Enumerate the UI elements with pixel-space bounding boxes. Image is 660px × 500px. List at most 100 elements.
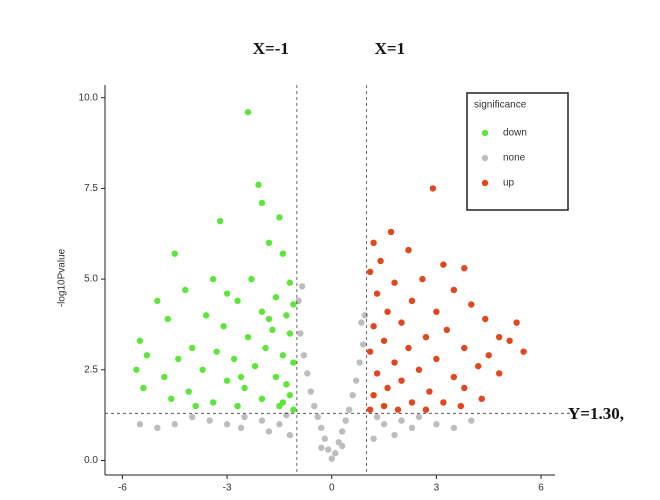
point [380, 421, 388, 428]
point [366, 406, 374, 413]
point [380, 337, 388, 344]
point [380, 402, 388, 410]
point [237, 373, 245, 381]
point [286, 330, 294, 337]
point [202, 312, 210, 319]
point [175, 355, 182, 363]
point [199, 366, 206, 373]
point [408, 399, 416, 406]
point [290, 359, 297, 366]
point [283, 312, 290, 319]
point [223, 421, 231, 428]
point [272, 373, 280, 381]
x-tick-label: 3 [434, 483, 440, 494]
point [206, 417, 213, 424]
point [478, 395, 485, 403]
point [366, 268, 374, 276]
point [359, 341, 367, 348]
y-tick-label: 7.5 [84, 183, 98, 194]
point [258, 417, 266, 424]
y-tick-label: 10.0 [79, 92, 99, 103]
point [468, 417, 475, 424]
point [300, 352, 308, 359]
point [398, 377, 405, 384]
point [171, 421, 178, 428]
point [377, 257, 384, 265]
point [258, 199, 266, 207]
point [279, 250, 287, 257]
point [339, 428, 346, 435]
point [366, 348, 374, 355]
point [248, 275, 255, 283]
point [384, 384, 391, 392]
point [370, 323, 377, 330]
point [143, 352, 151, 359]
point [461, 344, 468, 352]
point [164, 315, 171, 323]
point [314, 413, 321, 421]
y-tick-label: 0.0 [84, 455, 98, 466]
point [398, 417, 405, 424]
legend-label: down [503, 128, 527, 139]
point [321, 435, 328, 442]
point [279, 399, 287, 406]
point [230, 355, 238, 363]
point [171, 250, 178, 257]
point [262, 344, 269, 352]
point [237, 424, 245, 432]
point [189, 413, 196, 421]
point [298, 283, 306, 290]
point [136, 421, 144, 428]
point [307, 388, 315, 395]
legend-box [466, 92, 569, 211]
y-tick-label: 5.0 [84, 274, 98, 285]
point [443, 326, 451, 334]
point [461, 384, 468, 392]
point [286, 431, 294, 439]
legend-marker [481, 179, 489, 187]
point [279, 352, 287, 359]
point [433, 421, 440, 428]
point [234, 402, 241, 410]
y-axis-label: -log10Pvalue [57, 248, 68, 307]
point [154, 424, 161, 432]
point [304, 370, 311, 377]
point [450, 373, 458, 381]
point [408, 297, 416, 305]
point [391, 431, 398, 439]
y-tick-label: 2.5 [84, 364, 98, 375]
point [185, 388, 192, 395]
legend-marker [481, 154, 489, 162]
x-tick-label: -6 [118, 483, 127, 494]
point [391, 279, 398, 286]
point [373, 290, 381, 297]
annotation: X=-1 [253, 39, 289, 58]
point [311, 402, 318, 410]
point [398, 319, 405, 326]
point [209, 275, 217, 283]
point [415, 366, 423, 373]
point [133, 366, 140, 373]
point [352, 377, 360, 384]
point [283, 381, 290, 388]
point [283, 411, 290, 419]
point [192, 402, 199, 410]
point [495, 333, 503, 341]
point [433, 355, 440, 363]
point [216, 217, 224, 225]
point [290, 406, 297, 413]
point [234, 297, 241, 305]
point [358, 319, 365, 326]
annotation: Y=1.30, [568, 404, 624, 423]
point [244, 333, 252, 341]
point [318, 444, 325, 451]
x-tick-label: -3 [223, 483, 232, 494]
point [391, 359, 398, 366]
point [426, 388, 433, 395]
point [468, 301, 475, 308]
point [168, 395, 175, 403]
point [405, 246, 412, 254]
point [241, 384, 248, 392]
x-tick-label: 6 [538, 483, 544, 494]
point [345, 406, 353, 413]
